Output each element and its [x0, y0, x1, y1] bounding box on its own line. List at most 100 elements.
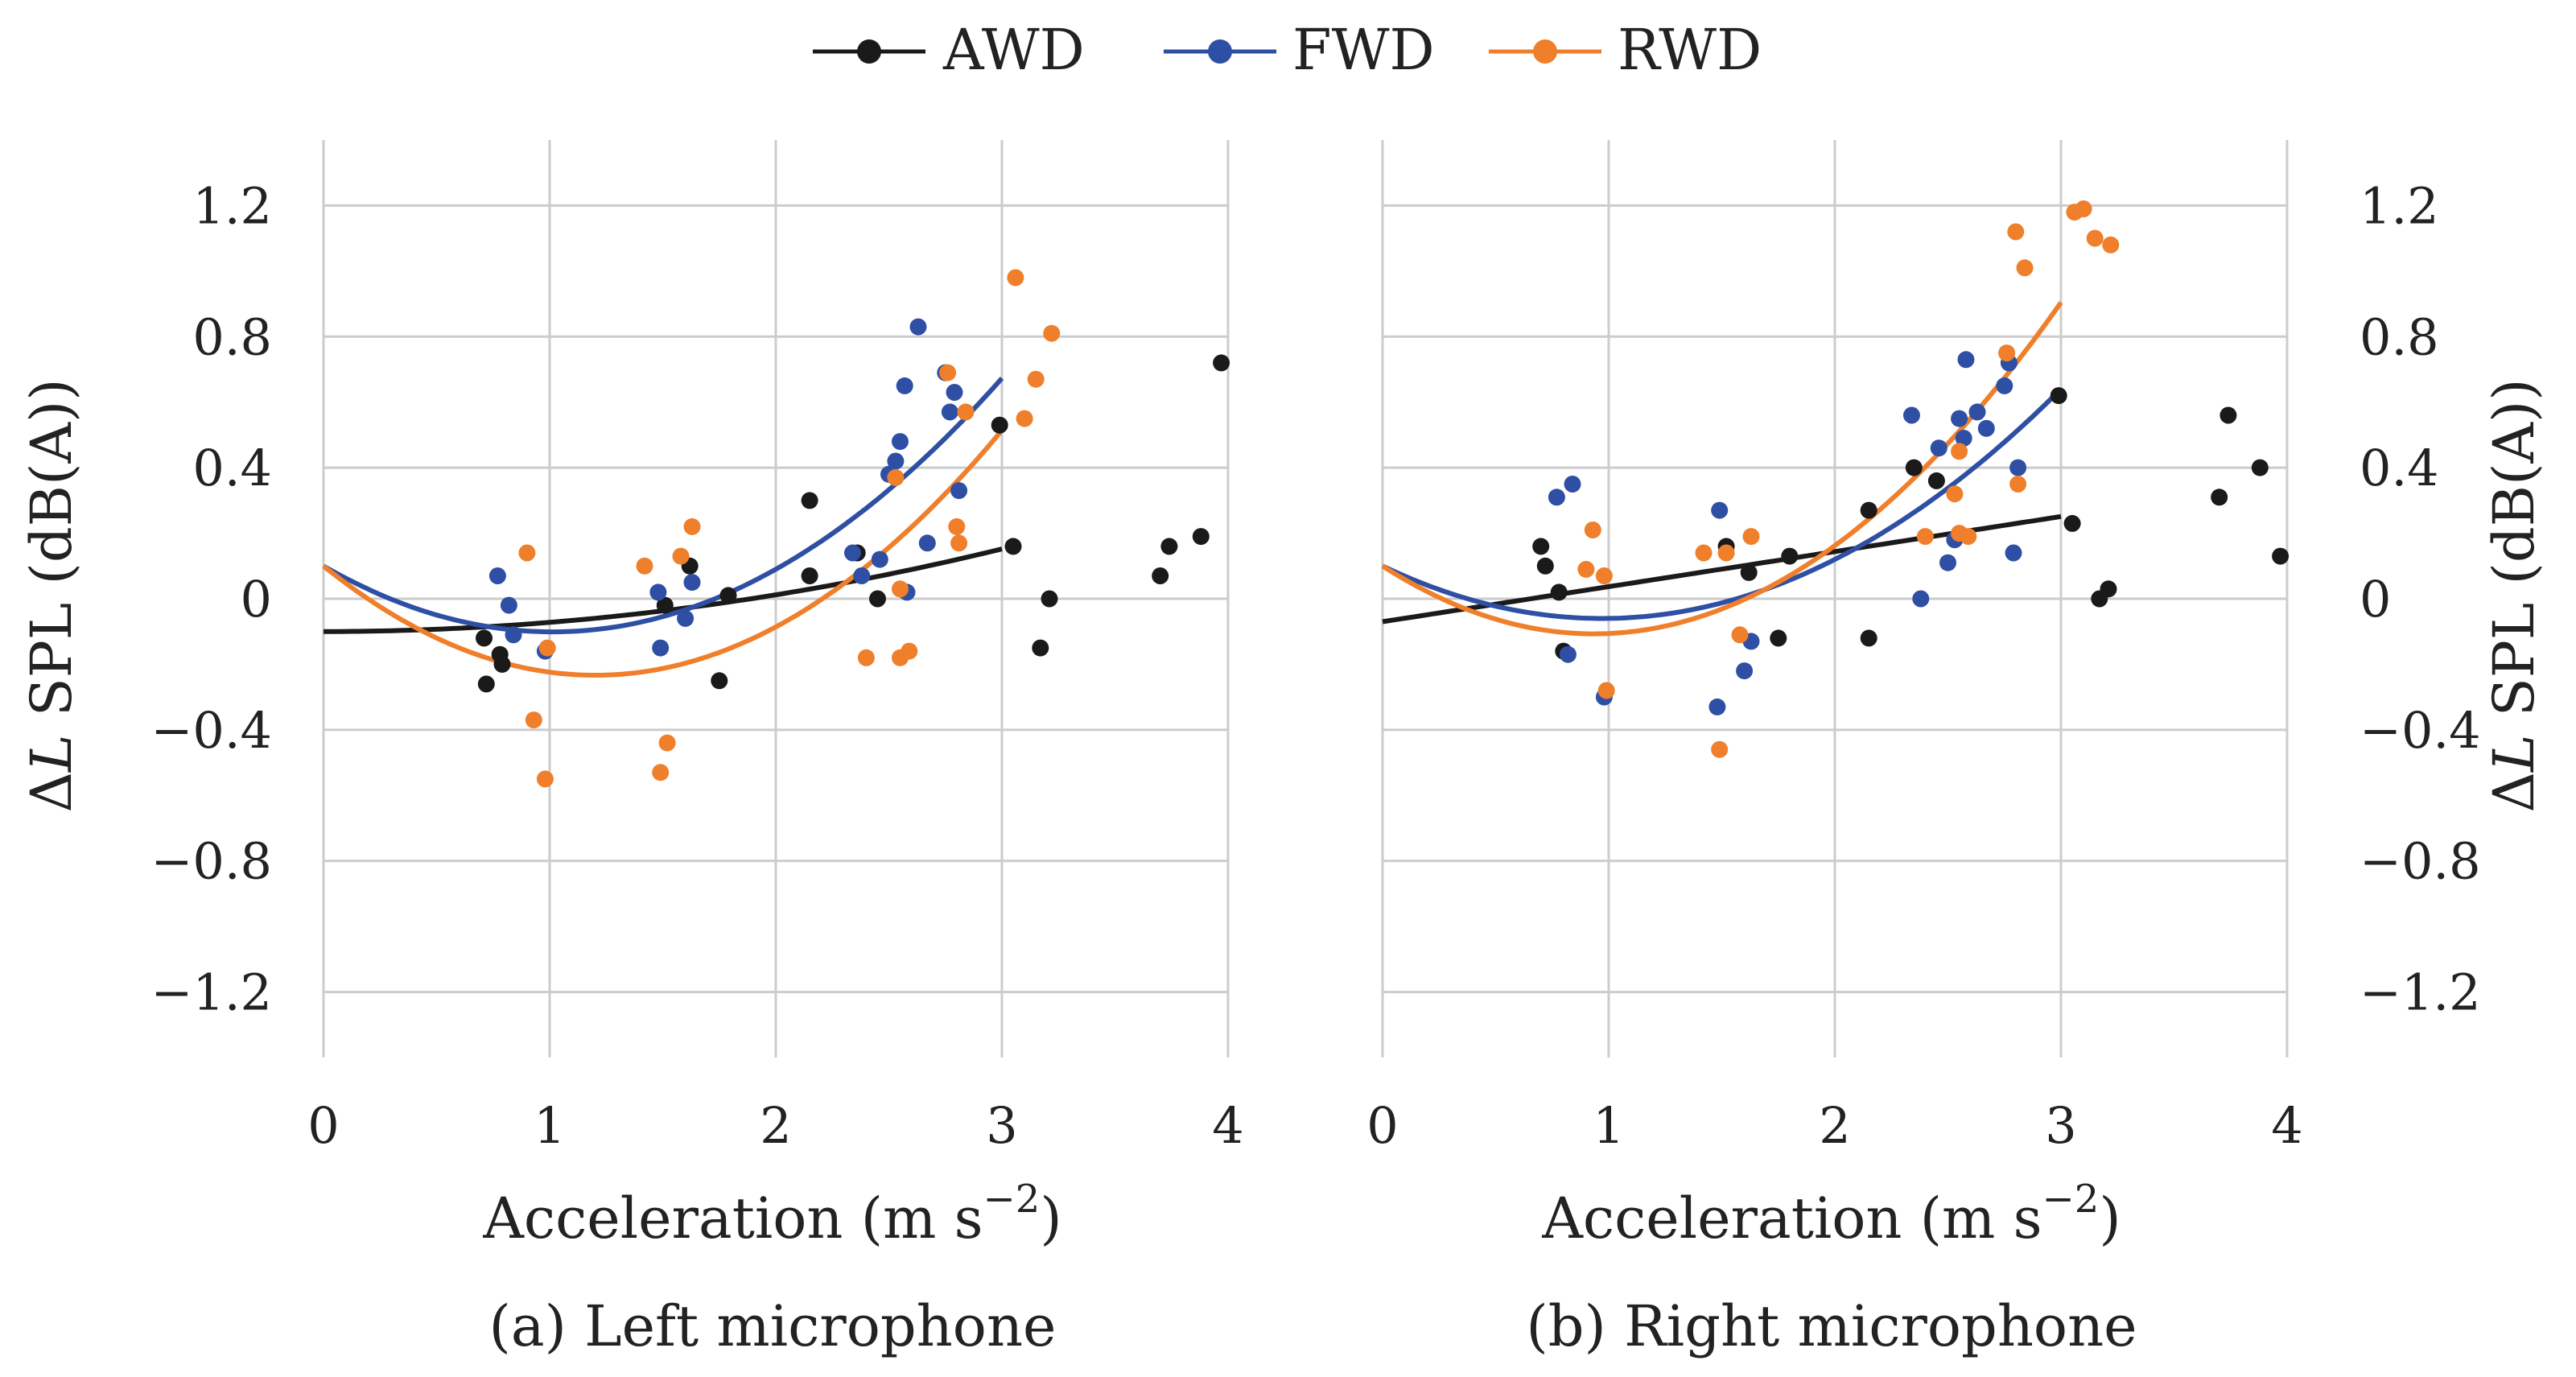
point-fwd-right — [1939, 554, 1956, 571]
point-rwd-left — [1027, 370, 1045, 388]
point-awd-right — [1770, 629, 1787, 647]
point-fwd-right — [1564, 476, 1581, 493]
point-awd-right — [2251, 459, 2269, 476]
point-rwd-left — [1007, 269, 1024, 287]
point-awd-right — [1781, 547, 1799, 565]
point-rwd-right — [1946, 485, 1964, 503]
y-tick-label: 0 — [241, 570, 272, 629]
point-fwd-right — [1996, 377, 2013, 394]
caption-right: (b) Right microphone — [1526, 1293, 2137, 1359]
points-right — [1532, 200, 2290, 758]
y-tick-label: −0.8 — [2360, 832, 2481, 891]
legend-item-fwd: FWD — [1164, 17, 1435, 83]
point-rwd-left — [672, 547, 690, 565]
point-fwd-left — [488, 567, 506, 584]
point-awd-left — [869, 590, 886, 608]
point-fwd-right — [1912, 590, 1930, 608]
point-rwd-right — [1711, 740, 1729, 758]
point-rwd-left — [948, 517, 966, 535]
y-axis-label-right: ΔL SPL (dB(A)) — [2481, 378, 2547, 812]
point-fwd-right — [2005, 544, 2022, 562]
point-fwd-right — [2009, 459, 2027, 476]
y-axis-label-left: ΔL SPL (dB(A)) — [19, 378, 84, 812]
point-awd-right — [2050, 387, 2067, 405]
point-rwd-left — [652, 764, 670, 781]
point-fwd-right — [1930, 439, 1947, 457]
point-awd-left — [991, 416, 1008, 434]
point-fwd-right — [1559, 645, 1577, 663]
point-fwd-left — [941, 403, 958, 421]
point-fwd-right — [1708, 698, 1726, 715]
y-tick-label: 0.8 — [2360, 307, 2439, 366]
point-awd-right — [1860, 501, 1877, 519]
point-awd-left — [1160, 538, 1178, 555]
point-awd-right — [2100, 580, 2117, 598]
point-fwd-right — [1955, 430, 1972, 447]
y-tick-label: 1.2 — [192, 176, 272, 235]
ticks-left: 0 1 2 3 4 −1.2 −0.8 −0.4 0 0.4 0.8 1.2 — [150, 176, 1243, 1155]
fit-curve-fwd-right — [1381, 387, 2063, 621]
legend: AWD FWD RWD — [813, 17, 1762, 83]
point-awd-right — [1927, 472, 1945, 489]
y-tick-label: −0.4 — [150, 701, 272, 760]
point-fwd-left — [649, 583, 667, 601]
x-tick-label: 1 — [1593, 1096, 1624, 1155]
grid-left — [322, 140, 1230, 1057]
point-rwd-right — [1960, 528, 1977, 546]
point-fwd-left — [892, 433, 909, 451]
x-tick-label: 1 — [534, 1096, 565, 1155]
point-awd-left — [656, 596, 674, 614]
point-awd-left — [1152, 567, 1169, 584]
point-rwd-right — [2075, 200, 2092, 217]
fit-curve-rwd-right — [1381, 301, 2063, 637]
point-awd-left — [476, 629, 493, 647]
x-tick-label: 2 — [760, 1096, 791, 1155]
point-fwd-left — [844, 544, 861, 562]
legend-item-awd: AWD — [813, 17, 1085, 83]
point-fwd-left — [918, 534, 936, 552]
caption-left: (a) Left microphone — [489, 1293, 1057, 1359]
x-tick-label: 4 — [2271, 1096, 2302, 1155]
point-rwd-left — [538, 639, 556, 657]
x-tick-label: 2 — [1819, 1096, 1850, 1155]
point-rwd-right — [2102, 236, 2120, 254]
point-rwd-left — [857, 649, 875, 666]
legend-label-fwd: FWD — [1292, 17, 1435, 83]
point-rwd-left — [658, 734, 676, 752]
point-fwd-right — [1548, 489, 1565, 506]
point-fwd-right — [1968, 403, 1986, 421]
point-awd-right — [2211, 489, 2228, 506]
point-awd-left — [711, 672, 728, 690]
legend-label-awd: AWD — [942, 17, 1085, 83]
point-rwd-right — [1998, 344, 2016, 362]
point-fwd-left — [909, 318, 927, 336]
point-rwd-left — [536, 770, 554, 788]
y-tick-label: 1.2 — [2360, 176, 2439, 235]
point-fwd-left — [887, 452, 905, 470]
point-awd-right — [2272, 547, 2290, 565]
point-fwd-left — [896, 377, 913, 394]
point-fwd-left — [677, 609, 694, 627]
point-awd-left — [477, 675, 495, 693]
y-tick-label: 0.4 — [2360, 439, 2439, 497]
point-rwd-right — [1597, 682, 1615, 699]
fit-curves-right — [1381, 301, 2063, 637]
point-awd-left — [801, 567, 818, 584]
x-tick-label: 4 — [1212, 1096, 1243, 1155]
point-rwd-left — [1016, 410, 1033, 427]
point-fwd-left — [505, 626, 522, 644]
point-fwd-right — [1736, 662, 1754, 680]
legend-marker-awd — [857, 39, 881, 64]
point-awd-right — [1740, 563, 1758, 581]
point-rwd-right — [2009, 476, 2027, 493]
x-axis-label-right: Acceleration (m s−2) — [1541, 1177, 2121, 1251]
point-rwd-right — [1951, 443, 1968, 460]
point-rwd-right — [1584, 522, 1601, 538]
legend-marker-rwd — [1533, 39, 1557, 64]
point-awd-right — [2063, 514, 2081, 532]
panel-left-microphone: 0 1 2 3 4 −1.2 −0.8 −0.4 0 0.4 0.8 1.2 Acceleration… — [19, 140, 1244, 1359]
point-fwd-right — [1951, 410, 1968, 427]
fit-curve-rwd-left — [322, 428, 1004, 678]
point-rwd-left — [901, 642, 918, 660]
